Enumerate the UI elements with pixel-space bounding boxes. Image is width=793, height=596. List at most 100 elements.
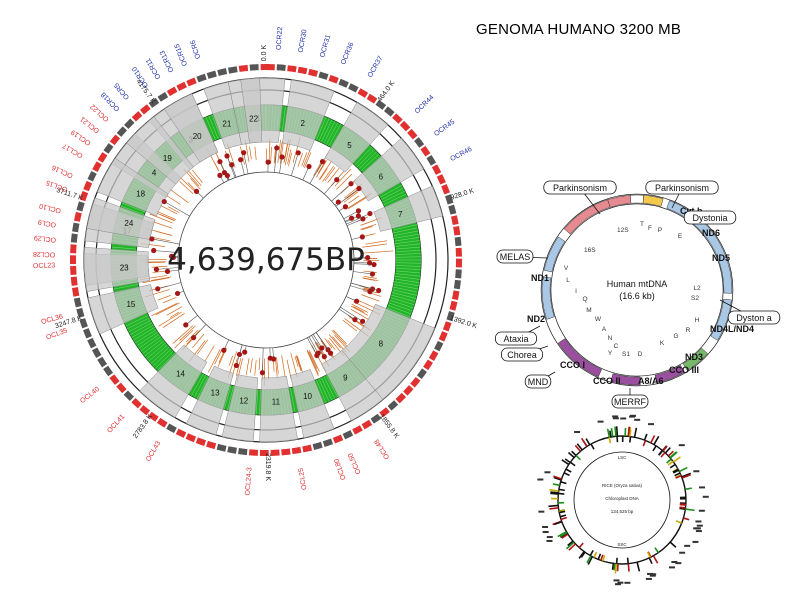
disease-box (494, 331, 537, 346)
rice-gene-tick (538, 510, 545, 513)
rice-gene-mark (549, 507, 559, 510)
lollipop-head (365, 255, 371, 261)
lollipop-head (314, 352, 320, 359)
rice-gene-tick (546, 539, 553, 542)
rice-gene-mark (664, 447, 671, 454)
rice-gene-mark (600, 554, 604, 561)
trna-label: W (595, 316, 602, 323)
rice-gene-mark (571, 450, 577, 457)
segment-number: 20 (193, 132, 202, 141)
rice-gene-mark (660, 452, 666, 458)
feature-block (416, 368, 427, 380)
scale-label: 464.0 K (377, 80, 397, 104)
gene-line (391, 294, 416, 302)
rice-gene-mark (657, 449, 664, 456)
oc-label-red: OCL23 (33, 262, 56, 270)
rice-gene-mark (650, 435, 656, 444)
feature-block (455, 247, 462, 257)
orange-tick (324, 337, 333, 349)
orange-tick (364, 276, 377, 279)
rice-gene-mark (580, 551, 586, 558)
mtdna-title: Human mtDNA (607, 279, 668, 289)
orange-tick (319, 168, 328, 180)
rice-gene-mark (667, 460, 674, 466)
gene-label: ND3 (685, 352, 703, 362)
feature-block (453, 279, 461, 290)
lollipop-head (319, 158, 326, 165)
segment-number: 7 (398, 210, 403, 219)
grey-segment-box (83, 247, 151, 292)
feature-block (291, 446, 302, 455)
feature-block (366, 93, 378, 104)
feature-block (414, 137, 425, 148)
orange-tick (166, 306, 183, 316)
orange-tick (306, 351, 319, 377)
orange-tick (296, 356, 303, 373)
feature-block (379, 407, 390, 418)
gene-line (146, 342, 166, 359)
lollipop-stem (350, 282, 379, 291)
orange-tick (277, 139, 281, 163)
orange-tick (214, 162, 219, 171)
rice-gene-tick (678, 444, 685, 447)
feature-block (166, 423, 177, 434)
orange-tick (365, 240, 388, 245)
feature-block (238, 64, 249, 72)
disease-label: MERRF (614, 397, 646, 407)
orange-tick (348, 316, 366, 328)
orange-tick (172, 325, 194, 344)
oc-label-blue: OCR6 (190, 39, 203, 60)
lollipop-stem (307, 337, 318, 356)
lollipop-stem (291, 152, 299, 176)
orange-tick (287, 149, 292, 165)
feature-block (451, 290, 460, 301)
feature-block (455, 258, 462, 268)
rice-gene-mark (609, 430, 612, 438)
oc-label-blue: OCR36 (340, 41, 355, 65)
gene-line (392, 224, 417, 231)
feature-block (109, 374, 120, 385)
rice-gene-mark (672, 468, 679, 473)
oc-label-red: OCL43 (145, 440, 162, 463)
orange-tick (169, 188, 189, 204)
orange-tick (361, 226, 373, 231)
trna-label: Q (582, 296, 587, 303)
rice-gene-mark (561, 533, 569, 539)
feature-block (69, 255, 77, 265)
orange-tick (155, 302, 180, 316)
gene-line (395, 270, 421, 274)
lollipop-head (155, 286, 161, 292)
gene-line (194, 375, 206, 398)
gene-line (120, 205, 145, 215)
trna-label: H (695, 317, 700, 324)
orange-tick (249, 146, 252, 160)
orange-tick (250, 358, 253, 373)
gene-line (360, 153, 380, 172)
rice-gene-tick (671, 561, 678, 564)
lollipop-head (238, 157, 244, 163)
orange-tick (331, 330, 348, 348)
orange-tick (170, 311, 180, 318)
feature-block (322, 438, 334, 448)
gene-line (358, 151, 377, 170)
rice-gene-tick (574, 430, 581, 433)
orange-tick (168, 206, 180, 214)
rice-gene-mark (564, 458, 571, 464)
grey-segment-box (126, 116, 194, 185)
rice-gene-mark (679, 507, 686, 511)
cyt-b-segment (642, 194, 664, 207)
gene-line (354, 146, 373, 166)
oc-label-red: OCL25 (298, 467, 309, 490)
gene-line (135, 329, 157, 344)
lollipop-head (321, 354, 327, 360)
gene-line (323, 376, 336, 399)
orange-tick (363, 277, 376, 281)
orange-tick (245, 358, 250, 376)
rice-gene-mark (569, 461, 576, 467)
rice-gene-mark (574, 444, 582, 452)
lollipop-head (306, 163, 312, 170)
rice-gene-mark (653, 435, 660, 445)
gene-line (394, 233, 419, 239)
gene-line (389, 299, 414, 309)
